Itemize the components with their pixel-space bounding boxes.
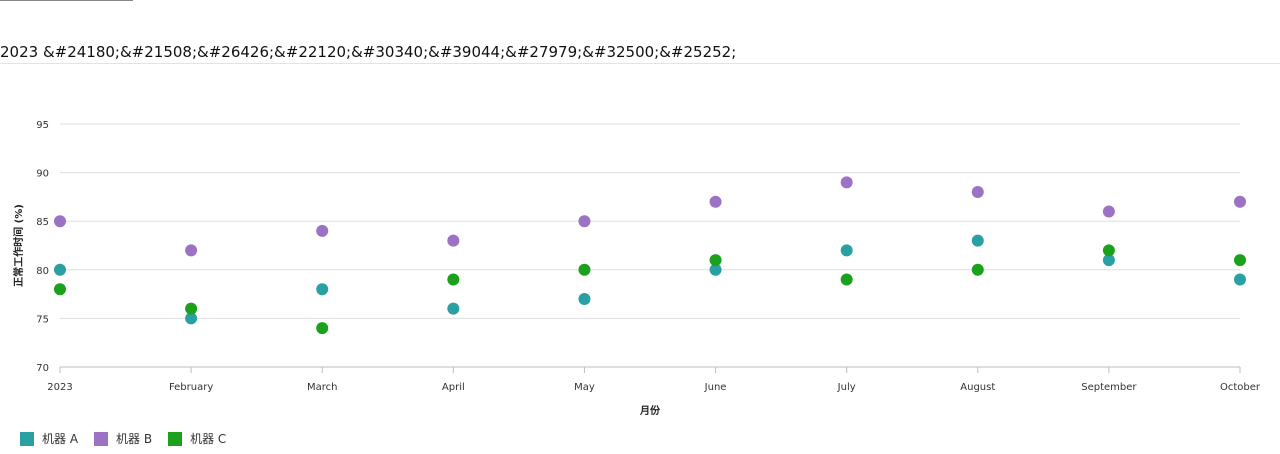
data-point-b: [840, 176, 853, 189]
y-tick-label: 85: [36, 217, 49, 228]
data-point-c: [1234, 254, 1246, 267]
legend-swatch: [94, 431, 109, 446]
data-point-b: [578, 215, 591, 228]
legend-swatch: [168, 431, 183, 446]
data-point-b: [447, 234, 460, 247]
legend-label: 机器 A: [42, 432, 79, 446]
data-point-b: [971, 186, 984, 199]
x-axis-label: 月份: [639, 404, 661, 417]
x-tick-label: September: [1081, 382, 1137, 393]
data-point-c: [1102, 244, 1115, 257]
data-point-c: [54, 283, 66, 296]
data-point-b: [709, 195, 722, 208]
x-tick-label: April: [442, 382, 465, 393]
data-point-c: [578, 263, 591, 276]
data-point-a: [971, 234, 984, 247]
y-tick-label: 75: [36, 314, 49, 325]
y-tick-label: 80: [36, 266, 49, 277]
y-tick-label: 70: [36, 363, 49, 374]
data-point-a: [54, 263, 66, 276]
x-tick-label: 2023: [47, 382, 72, 393]
y-axis-label: 正常工作时间 (%): [12, 204, 25, 287]
data-point-a: [316, 283, 329, 296]
x-tick-label: June: [704, 382, 727, 393]
data-point-b: [185, 244, 198, 257]
legend-swatch: [20, 431, 34, 446]
legend-item[interactable]: 机器 C: [168, 430, 226, 447]
data-point-c: [840, 273, 853, 286]
data-point-c: [971, 263, 984, 276]
data-point-c: [185, 302, 198, 315]
x-tick-label: May: [574, 382, 595, 393]
data-point-a: [1102, 254, 1115, 267]
data-point-a: [185, 312, 198, 325]
x-tick-label: August: [960, 382, 995, 393]
x-tick-label: February: [169, 382, 213, 393]
data-point-b: [1102, 205, 1115, 218]
legend-item[interactable]: 机器 B: [94, 430, 152, 447]
data-point-a: [1234, 273, 1246, 286]
x-tick-label: March: [307, 382, 337, 393]
page-title: 2023 &#24180;&#21508;&#26426;&#22120;&#3…: [0, 43, 737, 61]
data-point-b: [1234, 195, 1246, 208]
legend-label: 机器 B: [116, 432, 153, 446]
data-point-b: [54, 215, 66, 228]
data-point-c: [709, 254, 722, 267]
data-point-c: [316, 322, 329, 335]
title-divider: [0, 63, 1280, 64]
x-tick-label: July: [837, 382, 856, 393]
data-point-c: [447, 273, 460, 286]
y-tick-label: 95: [36, 120, 49, 131]
y-tick-label: 90: [36, 169, 49, 180]
data-point-a: [578, 292, 591, 305]
x-tick-label: October: [1220, 382, 1261, 393]
chart-legend: 机器 A 机器 B 机器 C: [20, 430, 242, 447]
legend-label: 机器 C: [190, 432, 227, 446]
legend-item[interactable]: 机器 A: [20, 430, 78, 447]
data-point-a: [840, 244, 853, 257]
data-point-a: [709, 263, 722, 276]
data-point-a: [447, 302, 460, 315]
top-divider: [0, 0, 133, 1]
data-point-b: [316, 224, 329, 237]
